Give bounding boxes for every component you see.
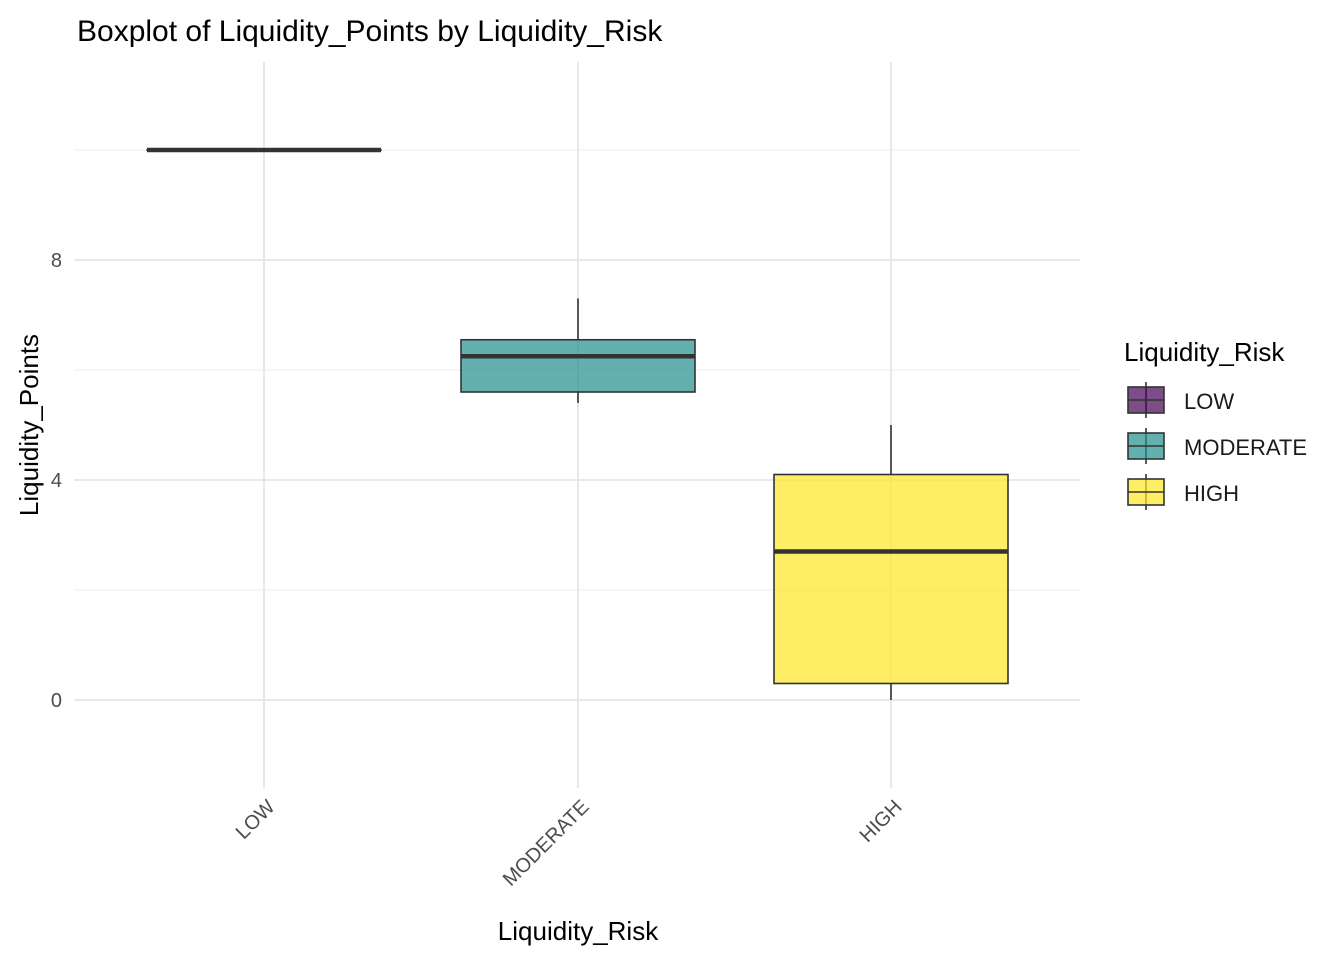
box-moderate (460, 298, 696, 403)
x-axis-title: Liquidity_Risk (498, 916, 659, 946)
x-tick-label: LOW (232, 796, 280, 844)
legend-item-high: HIGH (1127, 474, 1239, 510)
y-tick-label: 4 (51, 470, 62, 492)
y-axis-ticks: 0 4 8 (51, 250, 62, 712)
boxes (146, 147, 1009, 700)
box-body (773, 473, 1009, 685)
y-tick-label: 0 (51, 690, 62, 712)
y-axis-title: Liquidity_Points (14, 334, 44, 516)
legend-label: MODERATE (1184, 435, 1307, 460)
legend-item-low: LOW (1127, 382, 1234, 418)
x-tick-label: HIGH (856, 796, 907, 847)
legend-label: LOW (1184, 389, 1234, 414)
legend-title: Liquidity_Risk (1124, 337, 1285, 367)
box-high (773, 425, 1009, 700)
legend: Liquidity_Risk LOW MODERATE HIGH (1124, 337, 1307, 510)
legend-item-moderate: MODERATE (1127, 428, 1307, 464)
x-axis-ticks: LOW MODERATE HIGH (232, 796, 907, 891)
box-body (460, 338, 696, 393)
x-tick-label: MODERATE (499, 796, 594, 891)
legend-label: HIGH (1184, 481, 1239, 506)
y-tick-label: 8 (51, 250, 62, 272)
chart-title: Boxplot of Liquidity_Points by Liquidity… (77, 15, 663, 48)
